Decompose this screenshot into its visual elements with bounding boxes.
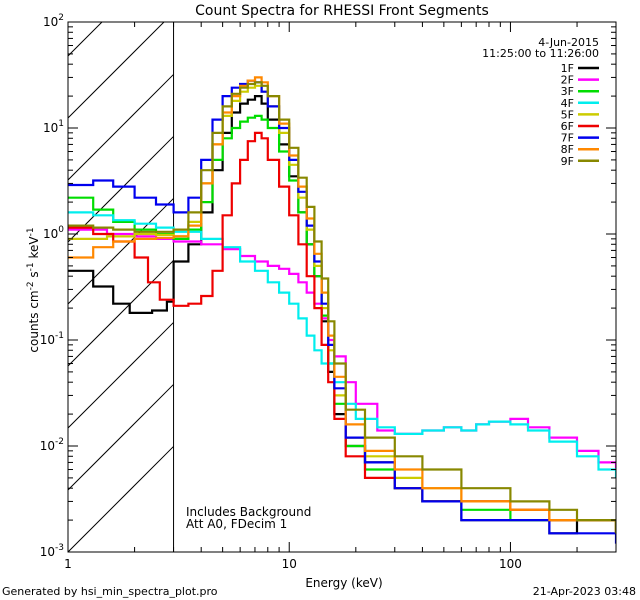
hatch-line	[68, 22, 165, 119]
series-6f	[68, 131, 616, 534]
series-9f	[68, 81, 616, 534]
hatch-line	[68, 136, 174, 243]
y-tick-label: 10-3	[40, 543, 64, 559]
legend-label-5f: 5F	[561, 108, 574, 121]
legend-label-2f: 2F	[561, 74, 574, 87]
hatched-region	[68, 22, 175, 552]
series-4f	[68, 211, 616, 478]
hatch-line	[68, 22, 103, 57]
legend-date: 4-Jun-2015	[538, 36, 599, 49]
legend-label-8f: 8F	[561, 143, 574, 156]
x-tick-label: 10	[282, 557, 297, 571]
legend-label-6f: 6F	[561, 120, 574, 133]
chart-title: Count Spectra for RHESSI Front Segments	[195, 3, 489, 19]
annotation-attenuator: Att A0, FDecim 1	[186, 517, 287, 531]
hatch-line	[68, 198, 174, 305]
axis-ticks: 1 10 100 10-3 10-2 10-1 100 101 102	[40, 13, 616, 571]
series-2f	[68, 228, 616, 470]
series-1f	[68, 95, 616, 535]
hatch-line	[68, 446, 174, 552]
series-8f	[68, 76, 616, 534]
footer-timestamp: 21-Apr-2023 03:48	[533, 585, 636, 598]
y-tick-label: 100	[43, 225, 64, 241]
x-tick-label: 100	[499, 557, 522, 571]
legend-label-7f: 7F	[561, 132, 574, 145]
hatch-line	[68, 322, 174, 429]
x-tick-label: 1	[64, 557, 72, 571]
legend-label-9f: 9F	[561, 155, 574, 168]
y-tick-label: 101	[43, 119, 64, 135]
series-3f	[68, 114, 616, 534]
y-tick-label: 10-2	[40, 437, 64, 453]
legend-label-4f: 4F	[561, 97, 574, 110]
y-axis-label: counts cm-2 s-1 keV-1	[26, 227, 41, 352]
legend-label-3f: 3F	[561, 85, 574, 98]
plot-frame	[67, 21, 617, 553]
hatch-line	[68, 74, 174, 181]
x-axis-label: Energy (keV)	[305, 576, 382, 590]
y-tick-label: 102	[43, 13, 64, 29]
hatch-line	[68, 384, 174, 491]
annotation-background: Includes Background	[186, 505, 311, 519]
series-layer	[68, 76, 616, 544]
legend-time-range: 11:25:00 to 11:26:00	[482, 47, 599, 60]
y-tick-label: 10-1	[40, 331, 64, 347]
series-5f	[68, 84, 616, 534]
legend-label-1f: 1F	[561, 62, 574, 75]
footer-generated-by: Generated by hsi_min_spectra_plot.pro	[2, 585, 218, 598]
hatch-line	[68, 260, 174, 367]
